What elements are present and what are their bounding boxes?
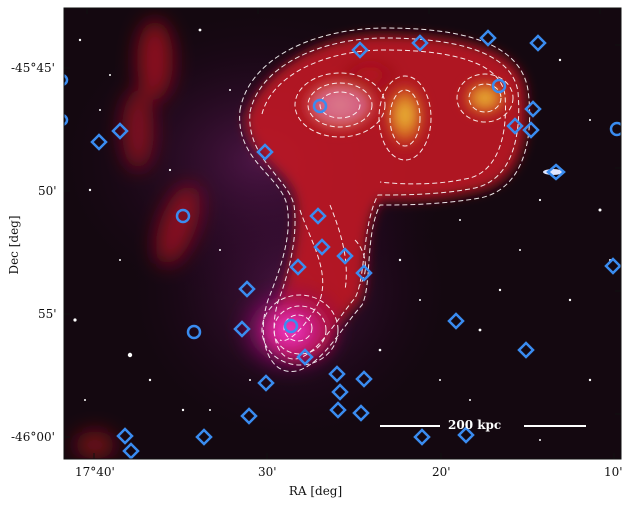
y-tick-label: 55' [38, 307, 57, 321]
circle-marker [312, 98, 328, 114]
circle-marker [609, 121, 621, 137]
diamond-marker [195, 428, 213, 446]
y-tick-label: 50' [38, 184, 57, 198]
diamond-marker [355, 370, 373, 388]
y-axis-title: Dec [deg] [7, 215, 21, 275]
diamond-marker [257, 374, 275, 392]
circle-markers [64, 74, 621, 340]
diamond-marker [447, 312, 465, 330]
diamond-marker [329, 401, 347, 419]
diamond-marker [328, 365, 346, 383]
diamond-marker [529, 34, 547, 52]
diamond-marker [289, 258, 307, 276]
diamond-marker [90, 133, 108, 151]
circle-marker [186, 324, 202, 340]
diamond-marker [116, 427, 134, 445]
emission-contours [239, 27, 531, 373]
circle-marker [64, 74, 69, 86]
scalebar-label: 200 kpc [448, 418, 502, 432]
x-tick-label: 20' [432, 465, 451, 479]
x-tick-label: 17°40' [75, 465, 115, 479]
diamond-marker [309, 207, 327, 225]
x-tick-label: 30' [258, 465, 277, 479]
diamond-marker [604, 257, 621, 275]
radio-patches-left [75, 20, 201, 459]
diamond-marker [336, 247, 354, 265]
diamond-marker [238, 280, 256, 298]
diamond-marker [313, 238, 331, 256]
diamond-marker [517, 341, 535, 359]
y-tick-label: -45°45' [11, 61, 55, 75]
diamond-marker [233, 320, 251, 338]
diamond-marker [355, 264, 373, 282]
diamond-marker [522, 121, 540, 139]
diamond-markers [90, 29, 621, 459]
diamond-marker [122, 442, 140, 459]
diamond-marker [413, 428, 431, 446]
xray-core [230, 85, 370, 380]
circle-marker [283, 318, 299, 334]
diamond-marker [111, 122, 129, 140]
diamond-marker [256, 143, 274, 161]
diamond-marker [479, 29, 497, 47]
x-tick-label: 10' [604, 465, 623, 479]
diamond-marker [331, 383, 349, 401]
diamond-marker [240, 407, 258, 425]
axes-frame [63, 7, 622, 460]
y-tick-label: -46°00' [11, 430, 55, 444]
diamond-marker [351, 41, 369, 59]
circle-marker [175, 208, 191, 224]
diamond-marker [352, 404, 370, 422]
diamond-marker [411, 34, 429, 52]
diamond-marker [546, 163, 566, 181]
x-axis-title: RA [deg] [288, 484, 343, 498]
diamond-marker [524, 100, 542, 118]
diamond-marker [506, 117, 524, 135]
circle-marker [64, 114, 69, 126]
circle-marker [491, 78, 507, 94]
diamond-marker [296, 348, 314, 366]
diamond-marker [457, 426, 475, 444]
